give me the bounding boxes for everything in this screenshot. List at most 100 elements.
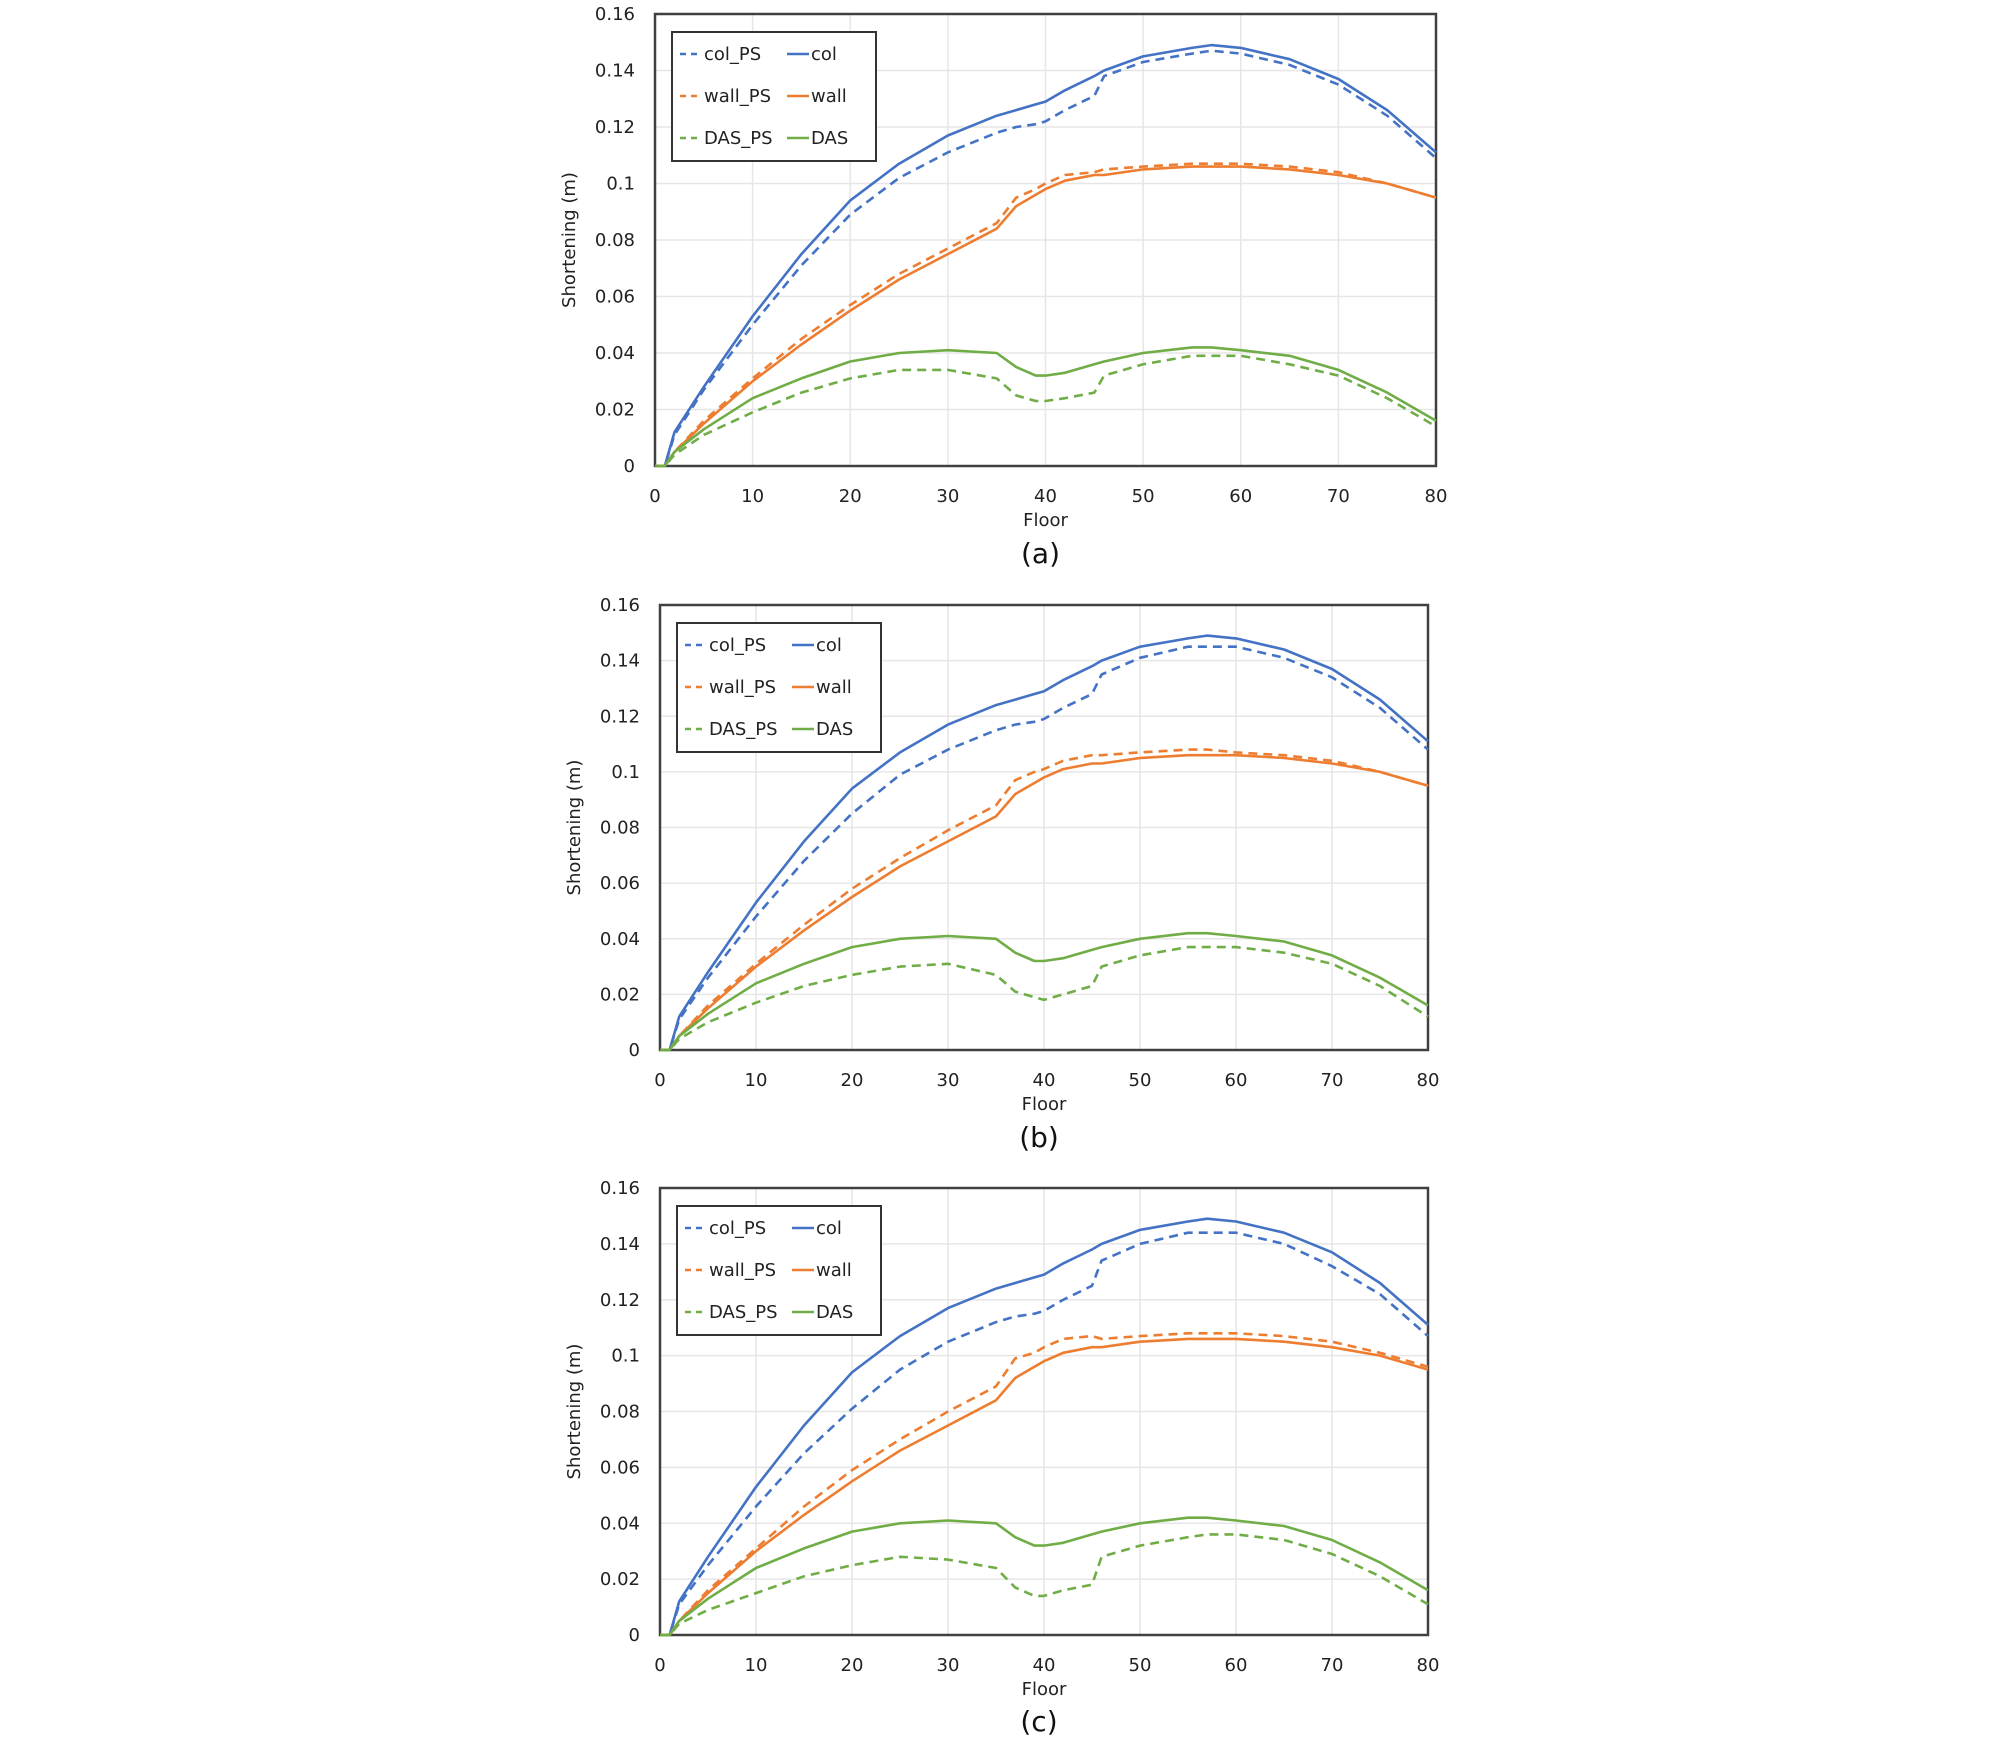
y-tick-label: 0.16 (600, 595, 640, 616)
legend-box (676, 622, 882, 753)
y-tick-label: 0 (624, 456, 635, 477)
x-axis-label: Floor (1022, 1679, 1067, 1700)
x-tick-label: 50 (1132, 486, 1155, 507)
series-line-wall (655, 165, 1437, 468)
chart-caption: (c) (1020, 1705, 1057, 1738)
legend-label: col_PS (709, 1218, 766, 1239)
y-axis-label: Shortening (m) (564, 1344, 585, 1480)
series-line-wall (660, 1337, 1429, 1637)
legend: col_PS col wall_PS wall DAS_PS DAS (676, 1205, 882, 1336)
y-tick-label: 0.14 (600, 651, 640, 672)
y-tick-label: 0.1 (606, 174, 635, 195)
x-tick-label: 50 (1129, 1070, 1152, 1091)
y-tick-label: 0.08 (595, 230, 635, 251)
series-line-wall-ps (655, 162, 1437, 468)
x-tick-label: 60 (1229, 486, 1252, 507)
legend-label: DAS_PS (709, 719, 778, 740)
x-axis-label: Floor (1023, 510, 1068, 531)
y-tick-label: 0.02 (600, 1569, 640, 1590)
y-tick-label: 0.04 (595, 343, 635, 364)
y-tick-label: 0.12 (600, 1290, 640, 1311)
y-tick-label: 0.08 (600, 818, 640, 839)
y-tick-label: 0.16 (600, 1178, 640, 1199)
x-tick-label: 60 (1225, 1070, 1248, 1091)
legend-label: DAS_PS (709, 1302, 778, 1323)
plot-frame (658, 1186, 1430, 1637)
legend-label: col_PS (709, 635, 766, 656)
legend-label: col (816, 1218, 842, 1239)
y-tick-label: 0.12 (595, 117, 635, 138)
legend: col_PS col wall_PS wall DAS_PS DAS (671, 31, 877, 162)
x-tick-label: 50 (1129, 1655, 1152, 1676)
x-tick-label: 30 (936, 486, 959, 507)
series-line-col-ps (660, 645, 1429, 1052)
x-tick-label: 40 (1034, 486, 1057, 507)
y-tick-label: 0 (629, 1040, 640, 1061)
y-tick-label: 0.1 (611, 1346, 640, 1367)
chart-a: 0 10 20 30 40 50 60 70 80 0 0.02 0.04 0.06 0.08 0.1 0.1… (559, 4, 1447, 570)
legend-label: wall_PS (709, 677, 776, 698)
y-tick-label: 0.16 (595, 4, 635, 25)
series-line-das-ps (655, 354, 1437, 468)
x-tick-label: 10 (745, 1655, 768, 1676)
y-tick-label: 0.1 (611, 762, 640, 783)
legend-label: DAS_PS (704, 128, 773, 149)
legend-label: DAS (816, 1302, 853, 1323)
x-tick-label: 20 (841, 1070, 864, 1091)
series-line-das-ps (660, 1533, 1429, 1637)
y-tick-label: 0.04 (600, 929, 640, 950)
legend-label: DAS (816, 719, 853, 740)
chart-caption: (b) (1019, 1121, 1059, 1154)
legend-box (676, 1205, 882, 1336)
x-axis-label: Floor (1022, 1094, 1067, 1115)
y-tick-label: 0.02 (595, 400, 635, 421)
legend-label: DAS (811, 128, 848, 149)
y-tick-label: 0.02 (600, 984, 640, 1005)
x-tick-label: 60 (1225, 1655, 1248, 1676)
x-tick-label: 40 (1033, 1070, 1056, 1091)
y-tick-label: 0.06 (600, 1457, 640, 1478)
x-tick-label: 30 (937, 1655, 960, 1676)
legend-label: col_PS (704, 44, 761, 65)
legend-label: wall (816, 677, 852, 698)
x-tick-label: 10 (741, 486, 764, 507)
chart-b: 0 10 20 30 40 50 60 70 80 0 0.02 0.04 0.06 0.08 0.1 0.1… (564, 595, 1439, 1154)
series-line-wall-ps (660, 748, 1429, 1052)
x-tick-label: 70 (1321, 1070, 1344, 1091)
series-line-col (655, 43, 1437, 468)
x-tick-label: 80 (1417, 1655, 1440, 1676)
x-tick-label: 0 (654, 1070, 665, 1091)
series-line-col (660, 1217, 1429, 1637)
chart-caption: (a) (1021, 537, 1060, 570)
legend-label: col (811, 44, 837, 65)
series-line-das-ps (660, 945, 1429, 1052)
legend: col_PS col wall_PS wall DAS_PS DAS (676, 622, 882, 753)
series-line-das (660, 931, 1429, 1052)
y-axis-label: Shortening (m) (564, 760, 585, 896)
y-tick-label: 0.14 (600, 1234, 640, 1255)
y-axis-label: Shortening (m) (559, 172, 580, 308)
y-tick-label: 0 (629, 1625, 640, 1646)
series-line-das (655, 346, 1437, 468)
x-tick-label: 0 (649, 486, 660, 507)
legend-label: wall (811, 86, 847, 107)
x-tick-label: 0 (654, 1655, 665, 1676)
legend-label: wall (816, 1260, 852, 1281)
chart-c: 0 10 20 30 40 50 60 70 80 0 0.02 0.04 0.06 0.08 0.1 0.1… (564, 1178, 1439, 1738)
x-tick-label: 80 (1425, 486, 1448, 507)
legend-label: col (816, 635, 842, 656)
series-line-das (660, 1516, 1429, 1637)
series-line-col-ps (660, 1231, 1429, 1637)
y-tick-label: 0.12 (600, 706, 640, 727)
legend-box (671, 31, 877, 162)
x-tick-label: 20 (841, 1655, 864, 1676)
y-tick-label: 0.08 (600, 1402, 640, 1423)
plot-frame (658, 603, 1430, 1052)
y-tick-label: 0.04 (600, 1513, 640, 1534)
y-tick-label: 0.14 (595, 61, 635, 82)
series-line-col (660, 634, 1429, 1052)
x-tick-label: 80 (1417, 1070, 1440, 1091)
series-line-wall (660, 753, 1429, 1052)
x-tick-label: 30 (937, 1070, 960, 1091)
legend-label: wall_PS (709, 1260, 776, 1281)
